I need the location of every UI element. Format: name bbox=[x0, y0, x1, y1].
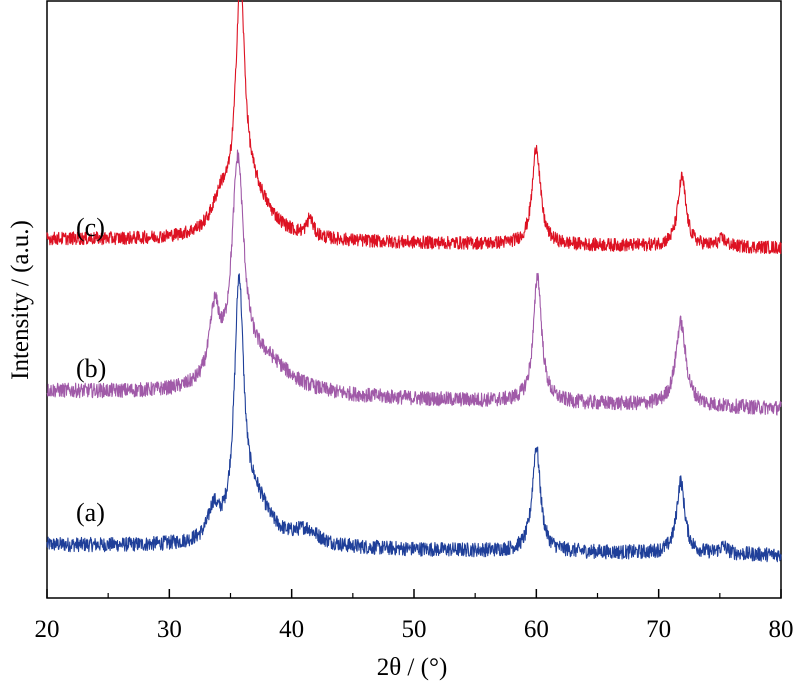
x-tick-label: 20 bbox=[35, 616, 60, 643]
y-axis-title: Intensity / (a.u.) bbox=[7, 220, 34, 380]
tick-layer: 20 30 40 50 60 70 80 bbox=[35, 589, 794, 643]
x-tick-label: 30 bbox=[157, 616, 182, 643]
series-line-a bbox=[46, 273, 782, 563]
x-tick-label: 60 bbox=[524, 616, 549, 643]
series-line-b bbox=[46, 149, 782, 416]
series-label-a: (a) bbox=[76, 498, 105, 527]
plot-frame bbox=[46, 0, 782, 599]
series-line-c bbox=[46, 0, 782, 255]
x-tick-label: 70 bbox=[646, 616, 671, 643]
x-axis-title: 2θ / (°) bbox=[377, 654, 448, 681]
series-label-b: (b) bbox=[76, 354, 106, 383]
x-tick-label: 50 bbox=[402, 616, 427, 643]
x-tick-label: 80 bbox=[769, 616, 794, 643]
series-label-c: (c) bbox=[76, 213, 105, 242]
series-layer bbox=[46, 0, 782, 563]
x-tick-label: 40 bbox=[279, 616, 304, 643]
